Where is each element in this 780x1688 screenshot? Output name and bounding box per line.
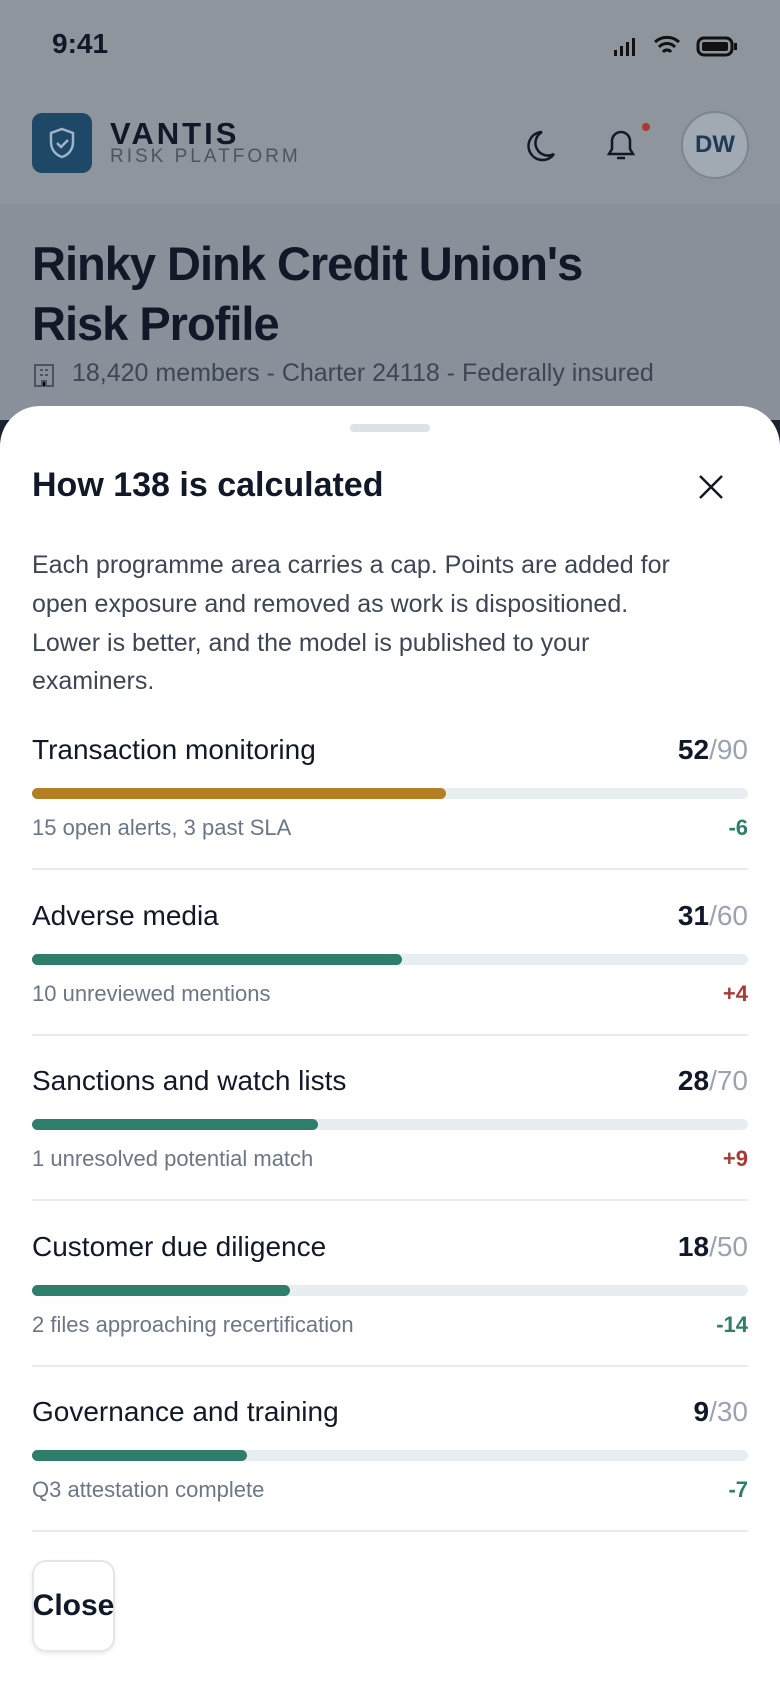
divider xyxy=(32,868,748,870)
item-delta: +9 xyxy=(722,1146,748,1171)
header-icons xyxy=(527,123,650,162)
description-line: open exposure and removed as work is dis… xyxy=(32,589,629,618)
item-cap: /70 xyxy=(709,1065,748,1096)
divider xyxy=(32,1199,748,1201)
bottom-sheet xyxy=(0,406,780,1688)
profile-title: Rinky Dink Credit Union's xyxy=(32,237,583,290)
progress-fill xyxy=(32,1450,247,1461)
description-line: Each programme area carries a cap. Point… xyxy=(32,551,670,579)
sheet-title: How 138 is calculated xyxy=(32,466,384,504)
item-cap: /50 xyxy=(709,1230,748,1262)
profile-band xyxy=(0,204,780,420)
brand: VANTIS xyxy=(110,116,240,151)
item-score: 31/60 xyxy=(677,899,748,931)
description: Each programme area carries a cap. Point… xyxy=(32,546,670,701)
progress-fill xyxy=(32,953,402,965)
item-cap: /30 xyxy=(709,1396,748,1427)
item-detail: 10 unreviewed mentions xyxy=(32,980,271,1006)
item-score: 9/30 xyxy=(693,1396,748,1427)
progress-track xyxy=(32,1450,748,1461)
item-score: 52/90 xyxy=(677,734,748,765)
item-name: Customer due diligence xyxy=(32,1230,327,1262)
divider xyxy=(32,1364,748,1367)
progress-track xyxy=(32,1119,748,1130)
item-name: Sanctions and watch lists xyxy=(32,1065,347,1096)
item-score: 28/70 xyxy=(677,1065,748,1096)
avatar[interactable]: DW xyxy=(681,111,749,179)
item-detail: 2 files approaching recertification xyxy=(32,1311,354,1337)
tagline: RISK PLATFORM xyxy=(110,146,301,167)
description-line: examiners. xyxy=(32,667,155,696)
profile-meta: 18,420 members - Charter 24118 - Federal… xyxy=(72,359,654,387)
status-time: 9:41 xyxy=(52,28,109,59)
building-icon xyxy=(34,364,54,387)
item-detail: 15 open alerts, 3 past SLA xyxy=(32,815,292,840)
item-cap: /60 xyxy=(709,899,748,931)
item-detail: 1 unresolved potential match xyxy=(32,1146,314,1171)
close-icon[interactable] xyxy=(696,472,726,502)
item-cap: /90 xyxy=(709,734,748,765)
item-delta: -6 xyxy=(728,815,748,840)
divider xyxy=(32,1033,748,1036)
logo xyxy=(32,113,92,173)
item-name: Adverse media xyxy=(32,899,219,931)
sheet-handle[interactable] xyxy=(350,424,430,432)
item-detail: Q3 attestation complete xyxy=(32,1477,265,1502)
item-delta: +4 xyxy=(722,980,748,1006)
item-name: Transaction monitoring xyxy=(32,734,316,765)
progress-fill xyxy=(32,1284,290,1296)
description-line: Lower is better, and the model is publis… xyxy=(32,628,590,657)
progress-fill xyxy=(32,1119,319,1130)
divider xyxy=(32,1530,748,1532)
profile-title: Risk Profile xyxy=(32,297,280,350)
item-delta: -14 xyxy=(716,1311,748,1337)
item-delta: -7 xyxy=(728,1477,748,1502)
close-button[interactable]: Close xyxy=(32,1560,115,1652)
progress-track xyxy=(32,1284,748,1296)
progress-fill xyxy=(32,788,446,799)
item-name: Governance and training xyxy=(32,1396,339,1427)
status-icons xyxy=(614,35,737,57)
item-score: 18/50 xyxy=(677,1230,748,1262)
